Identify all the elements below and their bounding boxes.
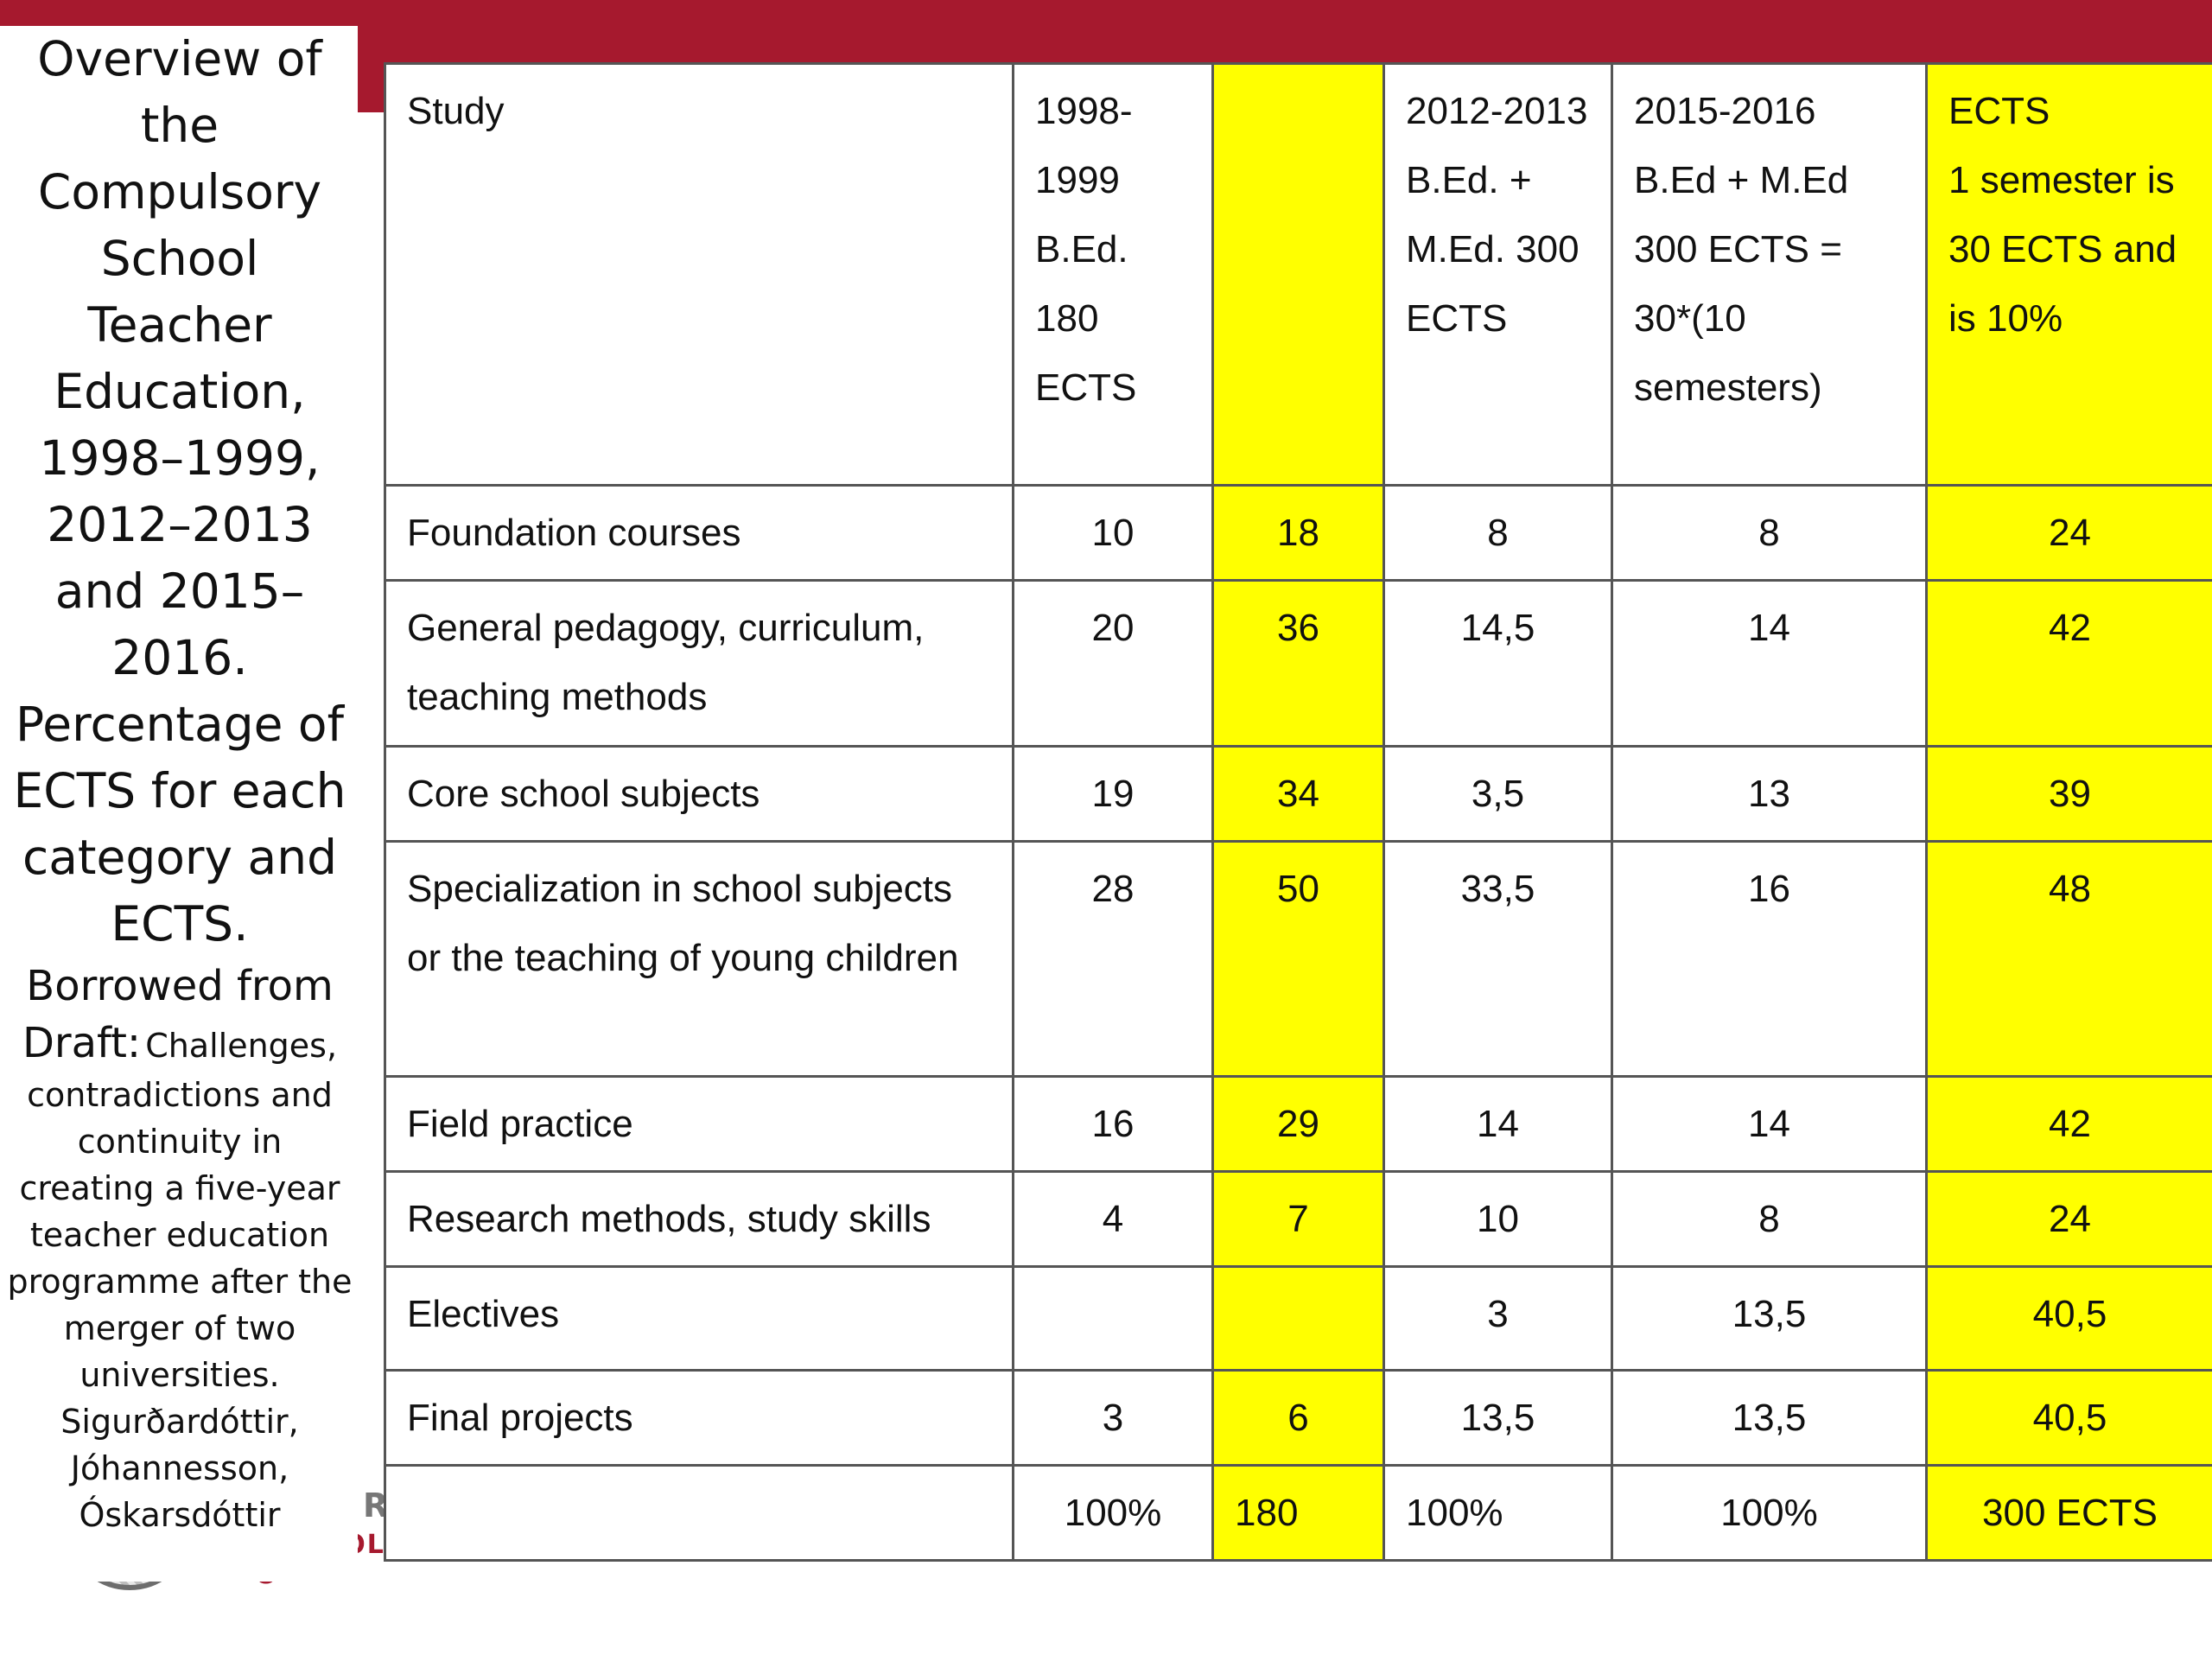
row-2012: 3 bbox=[1382, 1265, 1613, 1372]
row-2012: 14,5 bbox=[1382, 579, 1613, 748]
totals-study bbox=[384, 1464, 1014, 1562]
table-row: Foundation courses 10 18 8 8 24 bbox=[384, 484, 2212, 582]
header-2012-year: 2012-2013 bbox=[1406, 90, 1588, 132]
row-2015: 8 bbox=[1611, 1170, 1928, 1268]
row-ects: 42 bbox=[1925, 579, 2212, 748]
totals-2012: 100% bbox=[1382, 1464, 1613, 1562]
row-2012: 13,5 bbox=[1382, 1369, 1613, 1467]
row-ects: 24 bbox=[1925, 1170, 2212, 1268]
header-1998-year: 1998-1999 bbox=[1035, 90, 1133, 201]
row-1998: 20 bbox=[1012, 579, 1214, 748]
table-row: Specialization in school subjects or the… bbox=[384, 840, 2212, 1078]
table-row: Final projects 3 6 13,5 13,5 40,5 bbox=[384, 1369, 2212, 1467]
row-1998-ects bbox=[1211, 1265, 1385, 1372]
row-2015: 13 bbox=[1611, 745, 1928, 843]
table-row: Electives 3 13,5 40,5 bbox=[384, 1265, 2212, 1372]
row-study: General pedagogy, curriculum, teaching m… bbox=[384, 579, 1014, 748]
row-study: Electives bbox=[384, 1265, 1014, 1372]
caption-title: Overview of the Compulsory School Teache… bbox=[13, 31, 346, 952]
row-1998: 16 bbox=[1012, 1075, 1214, 1173]
top-accent-bar bbox=[0, 0, 2212, 62]
row-1998-ects: 18 bbox=[1211, 484, 1385, 582]
row-2015: 14 bbox=[1611, 579, 1928, 748]
row-study: Final projects bbox=[384, 1369, 1014, 1467]
table-row: General pedagogy, curriculum, teaching m… bbox=[384, 579, 2212, 748]
header-2012: 2012-2013 B.Ed. + M.Ed. 300 ECTS bbox=[1382, 62, 1613, 487]
accent-bar-stub bbox=[358, 62, 384, 112]
row-1998-ects: 50 bbox=[1211, 840, 1385, 1078]
row-ects: 39 bbox=[1925, 745, 2212, 843]
totals-ects: 300 ECTS bbox=[1925, 1464, 2212, 1562]
row-2012: 33,5 bbox=[1382, 840, 1613, 1078]
row-2012: 8 bbox=[1382, 484, 1613, 582]
row-1998: 19 bbox=[1012, 745, 1214, 843]
row-2015: 8 bbox=[1611, 484, 1928, 582]
row-ects: 24 bbox=[1925, 484, 2212, 582]
caption-source: Challenges, contradictions and continuit… bbox=[7, 1027, 353, 1534]
row-study: Foundation courses bbox=[384, 484, 1014, 582]
row-1998-ects: 34 bbox=[1211, 745, 1385, 843]
totals-row: 100% 180 100% 100% 300 ECTS bbox=[384, 1464, 2212, 1562]
row-study: Specialization in school subjects or the… bbox=[384, 840, 1014, 1078]
row-2012: 14 bbox=[1382, 1075, 1613, 1173]
row-ects: 48 bbox=[1925, 840, 2212, 1078]
header-ects-title: ECTS bbox=[1948, 90, 2050, 132]
header-ects-note: 1 semester is 30 ECTS and is 10% bbox=[1948, 159, 2177, 340]
table-row: Core school subjects 19 34 3,5 13 39 bbox=[384, 745, 2212, 843]
row-study: Field practice bbox=[384, 1075, 1014, 1173]
header-1998-desc: B.Ed. 180 ECTS bbox=[1035, 228, 1137, 409]
row-1998: 4 bbox=[1012, 1170, 1214, 1268]
row-ects: 42 bbox=[1925, 1075, 2212, 1173]
header-2015: 2015-2016 B.Ed + M.Ed 300 ECTS = 30*(10 … bbox=[1611, 62, 1928, 487]
table-row: Field practice 16 29 14 14 42 bbox=[384, 1075, 2212, 1173]
row-ects: 40,5 bbox=[1925, 1369, 2212, 1467]
totals-1998: 100% bbox=[1012, 1464, 1214, 1562]
row-1998: 28 bbox=[1012, 840, 1214, 1078]
totals-2015: 100% bbox=[1611, 1464, 1928, 1562]
header-study: Study bbox=[384, 62, 1014, 487]
row-1998-ects: 36 bbox=[1211, 579, 1385, 748]
row-2015: 14 bbox=[1611, 1075, 1928, 1173]
row-study: Core school subjects bbox=[384, 745, 1014, 843]
row-2012: 3,5 bbox=[1382, 745, 1613, 843]
row-2012: 10 bbox=[1382, 1170, 1613, 1268]
header-2015-degree: B.Ed + M.Ed bbox=[1634, 159, 1849, 201]
table-caption: Overview of the Compulsory School Teache… bbox=[7, 26, 353, 1538]
row-1998 bbox=[1012, 1265, 1214, 1372]
caption-source-lead: Borrowed from Draft: bbox=[22, 962, 334, 1067]
header-2012-desc: B.Ed. + M.Ed. 300 ECTS bbox=[1406, 159, 1580, 340]
ects-table: Study 1998-1999 B.Ed. 180 ECTS 2012-2013… bbox=[384, 62, 2212, 1562]
table-row: Research methods, study skills 4 7 10 8 … bbox=[384, 1170, 2212, 1268]
row-2015: 13,5 bbox=[1611, 1369, 1928, 1467]
row-study: Research methods, study skills bbox=[384, 1170, 1014, 1268]
row-1998: 10 bbox=[1012, 484, 1214, 582]
header-1998: 1998-1999 B.Ed. 180 ECTS bbox=[1012, 62, 1214, 487]
row-2015: 13,5 bbox=[1611, 1265, 1928, 1372]
header-ects: ECTS 1 semester is 30 ECTS and is 10% bbox=[1925, 62, 2212, 487]
totals-1998-ects: 180 bbox=[1211, 1464, 1385, 1562]
row-1998-ects: 6 bbox=[1211, 1369, 1385, 1467]
row-1998-ects: 7 bbox=[1211, 1170, 1385, 1268]
header-1998-ects bbox=[1211, 62, 1385, 487]
header-study-label: Study bbox=[407, 90, 505, 132]
header-row: Study 1998-1999 B.Ed. 180 ECTS 2012-2013… bbox=[384, 62, 2212, 487]
row-ects: 40,5 bbox=[1925, 1265, 2212, 1372]
row-2015: 16 bbox=[1611, 840, 1928, 1078]
header-2015-year: 2015-2016 bbox=[1634, 90, 1816, 132]
header-2015-desc: 300 ECTS = 30*(10 semesters) bbox=[1634, 228, 1842, 409]
row-1998-ects: 29 bbox=[1211, 1075, 1385, 1173]
row-1998: 3 bbox=[1012, 1369, 1214, 1467]
caption-panel: Overview of the Compulsory School Teache… bbox=[0, 26, 358, 1582]
